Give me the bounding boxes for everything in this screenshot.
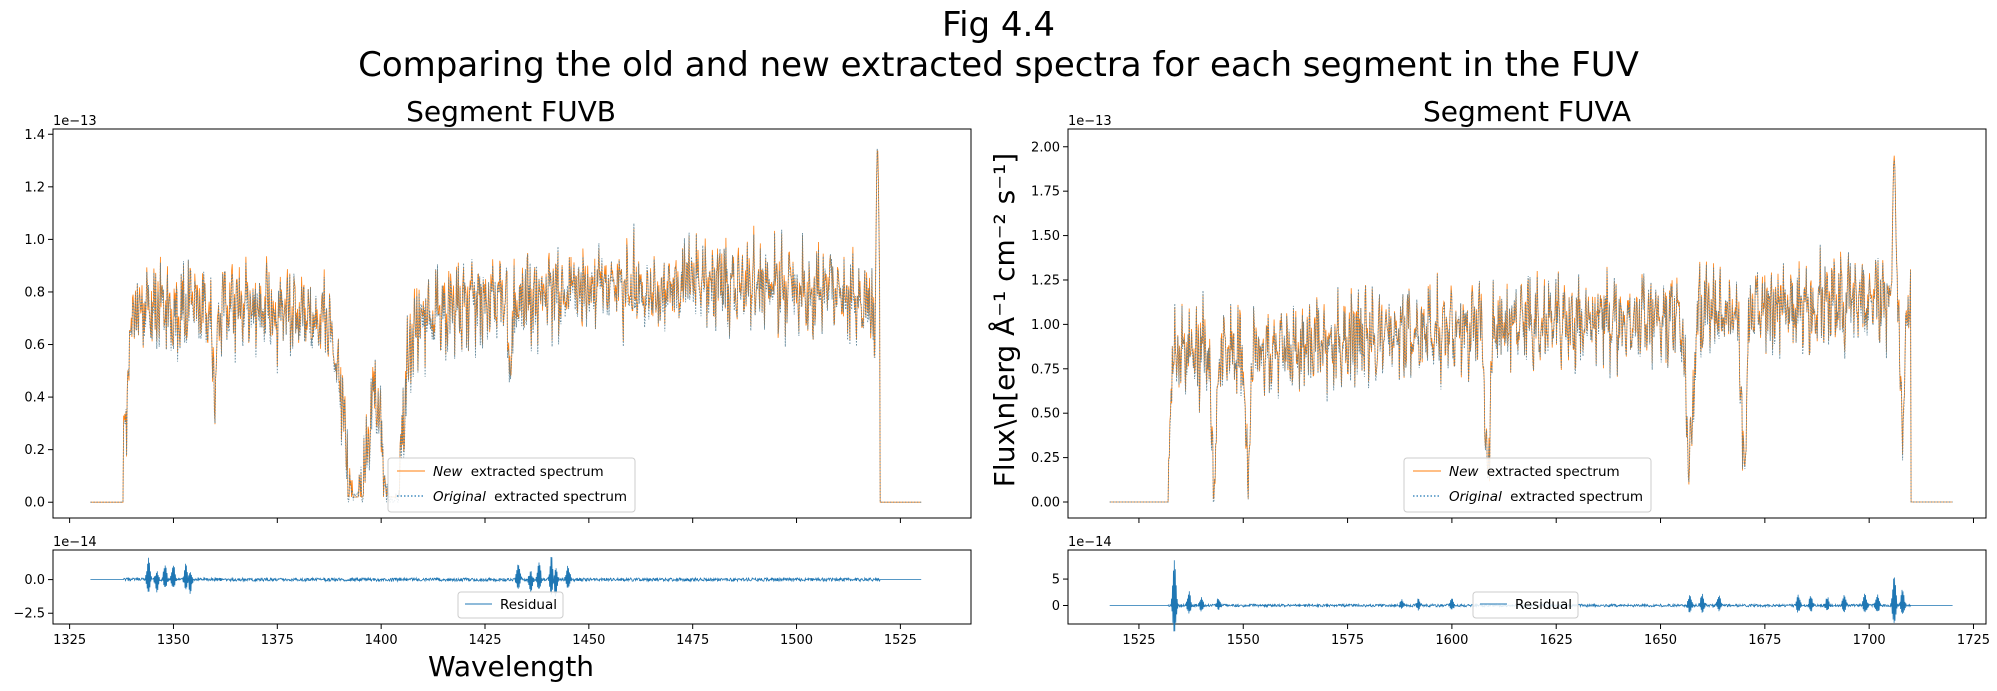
ytick-label-fuva-main-2: 0.50 xyxy=(1031,407,1060,422)
ytick-label-fuvb-main-7: 1.4 xyxy=(24,128,45,143)
ytick-label-fuva-main-7: 1.75 xyxy=(1031,185,1060,200)
series-original-fuvb xyxy=(90,148,922,503)
xtick-label-fuva-0: 1525 xyxy=(1122,633,1155,648)
ytick-label-fuva-main-4: 1.00 xyxy=(1031,318,1060,333)
ytick-label-fuva-main-6: 1.50 xyxy=(1031,229,1060,244)
xtick-label-fuvb-3: 1400 xyxy=(365,633,398,648)
legend-fuva-main: New extracted spectrum Original extracte… xyxy=(1403,457,1652,513)
ytick-label-fuva-residual-0: 0 xyxy=(1052,599,1060,614)
panel-title-fuva: Segment FUVA xyxy=(1423,95,1631,128)
legend-orig-em-fuvb: Original xyxy=(433,489,486,505)
panel-title-fuvb: Segment FUVB xyxy=(406,95,616,128)
xtick-label-fuva-7: 1700 xyxy=(1853,633,1886,648)
ytick-label-fuva-main-0: 0.00 xyxy=(1031,496,1060,511)
x-axis-label: Wavelength xyxy=(428,650,594,683)
xtick-label-fuva-3: 1600 xyxy=(1435,633,1468,648)
ytick-label-fuva-main-5: 1.25 xyxy=(1031,273,1060,288)
legend-label-residual-fuvb: Residual xyxy=(500,597,557,613)
ytick-label-fuva-residual-1: 5 xyxy=(1052,573,1060,588)
xtick-label-fuva-4: 1625 xyxy=(1540,633,1573,648)
y-axis-label: Flux\n[erg Å⁻¹ cm⁻² s⁻¹] xyxy=(987,153,1021,487)
ytick-label-fuva-main-3: 0.75 xyxy=(1031,362,1060,377)
legend-fuva-residual: Residual xyxy=(1472,591,1579,619)
ytick-label-fuvb-main-0: 0.0 xyxy=(24,496,45,511)
legend-new-rest-fuvb: extracted spectrum xyxy=(471,464,604,480)
ytick-label-fuvb-main-6: 1.2 xyxy=(24,180,45,195)
legend-label-residual-fuva: Residual xyxy=(1515,597,1572,613)
legend-box-fuva xyxy=(1403,457,1652,513)
legend-fuvb-residual: Residual xyxy=(457,591,564,619)
legend-box-fuvb xyxy=(387,457,636,513)
legend-new-em-fuva: New xyxy=(1449,464,1479,480)
legend-orig-rest-fuvb: extracted spectrum xyxy=(494,489,627,505)
xtick-label-fuva-5: 1650 xyxy=(1644,633,1677,648)
legend-new-rest-fuva: extracted spectrum xyxy=(1487,464,1620,480)
fuva-spectrum-lines xyxy=(1109,155,1953,503)
xtick-label-fuvb-2: 1375 xyxy=(261,633,294,648)
legend-fuvb-main: New extracted spectrum Original extracte… xyxy=(387,457,636,513)
xtick-label-fuvb-5: 1450 xyxy=(572,633,605,648)
ytick-label-fuva-main-8: 2.00 xyxy=(1031,140,1060,155)
legend-orig-rest-fuva: extracted spectrum xyxy=(1510,489,1643,505)
xtick-label-fuva-1: 1550 xyxy=(1227,633,1260,648)
ytick-label-fuvb-residual-1: 0.0 xyxy=(24,573,45,588)
series-original-fuva xyxy=(1109,160,1953,503)
scale-label-fuva-main: 1e−13 xyxy=(1068,114,1112,129)
xtick-label-fuvb-1: 1350 xyxy=(157,633,190,648)
legend-orig-em-fuva: Original xyxy=(1449,489,1502,505)
xtick-label-fuvb-7: 1500 xyxy=(780,633,813,648)
ytick-label-fuvb-main-1: 0.2 xyxy=(24,443,45,458)
xtick-label-fuva-8: 1725 xyxy=(1957,633,1990,648)
xtick-label-fuvb-0: 1325 xyxy=(53,633,86,648)
legend-label-original-fuva: Original extracted spectrum xyxy=(1449,489,1643,505)
scale-label-fuvb-residual: 1e−14 xyxy=(53,535,97,550)
series-new-fuvb xyxy=(90,150,922,503)
legend-box-fuvb-residual xyxy=(457,591,564,619)
legend-label-new-fuva: New extracted spectrum xyxy=(1449,464,1620,480)
series-residual-fuvb xyxy=(90,556,922,597)
scale-label-fuvb-main: 1e−13 xyxy=(53,114,97,129)
figure-title: Fig 4.4 xyxy=(942,5,1055,45)
legend-new-em-fuvb: New xyxy=(433,464,463,480)
scale-label-fuva-residual: 1e−14 xyxy=(1068,535,1112,550)
ytick-label-fuva-main-1: 0.25 xyxy=(1031,451,1060,466)
ytick-label-fuvb-main-4: 0.8 xyxy=(24,285,45,300)
legend-box-fuva-residual xyxy=(1472,591,1579,619)
axes-frame-fuva-residual xyxy=(1067,549,1987,625)
ytick-label-fuvb-main-5: 1.0 xyxy=(24,233,45,248)
axes-frame-fuva-main xyxy=(1067,128,1987,519)
xtick-label-fuvb-4: 1425 xyxy=(468,633,501,648)
xtick-label-fuvb-8: 1525 xyxy=(884,633,917,648)
axes-frame-fuvb-residual xyxy=(52,549,972,625)
series-new-fuva xyxy=(1109,155,1953,503)
xtick-label-fuvb-6: 1475 xyxy=(676,633,709,648)
ytick-label-fuvb-residual-0: −2.5 xyxy=(13,607,45,622)
tick-layer: 0.0 0.2 0.4 0.6 0.8 1.0 1.2 1.4 −2.5 0.0 1325 1350 1… xyxy=(13,128,1990,648)
fuvb-spectrum-lines xyxy=(90,148,922,503)
legend-label-original-fuvb: Original extracted spectrum xyxy=(433,489,627,505)
figure-subtitle: Comparing the old and new extracted spec… xyxy=(358,45,1639,85)
xtick-label-fuva-6: 1675 xyxy=(1748,633,1781,648)
legend-label-new-fuvb: New extracted spectrum xyxy=(433,464,604,480)
fuvb-residual-lines xyxy=(90,556,922,597)
xtick-label-fuva-2: 1575 xyxy=(1331,633,1364,648)
ytick-label-fuvb-main-2: 0.4 xyxy=(24,391,45,406)
axes-frame-fuvb-main xyxy=(52,128,972,519)
ytick-label-fuvb-main-3: 0.6 xyxy=(24,338,45,353)
